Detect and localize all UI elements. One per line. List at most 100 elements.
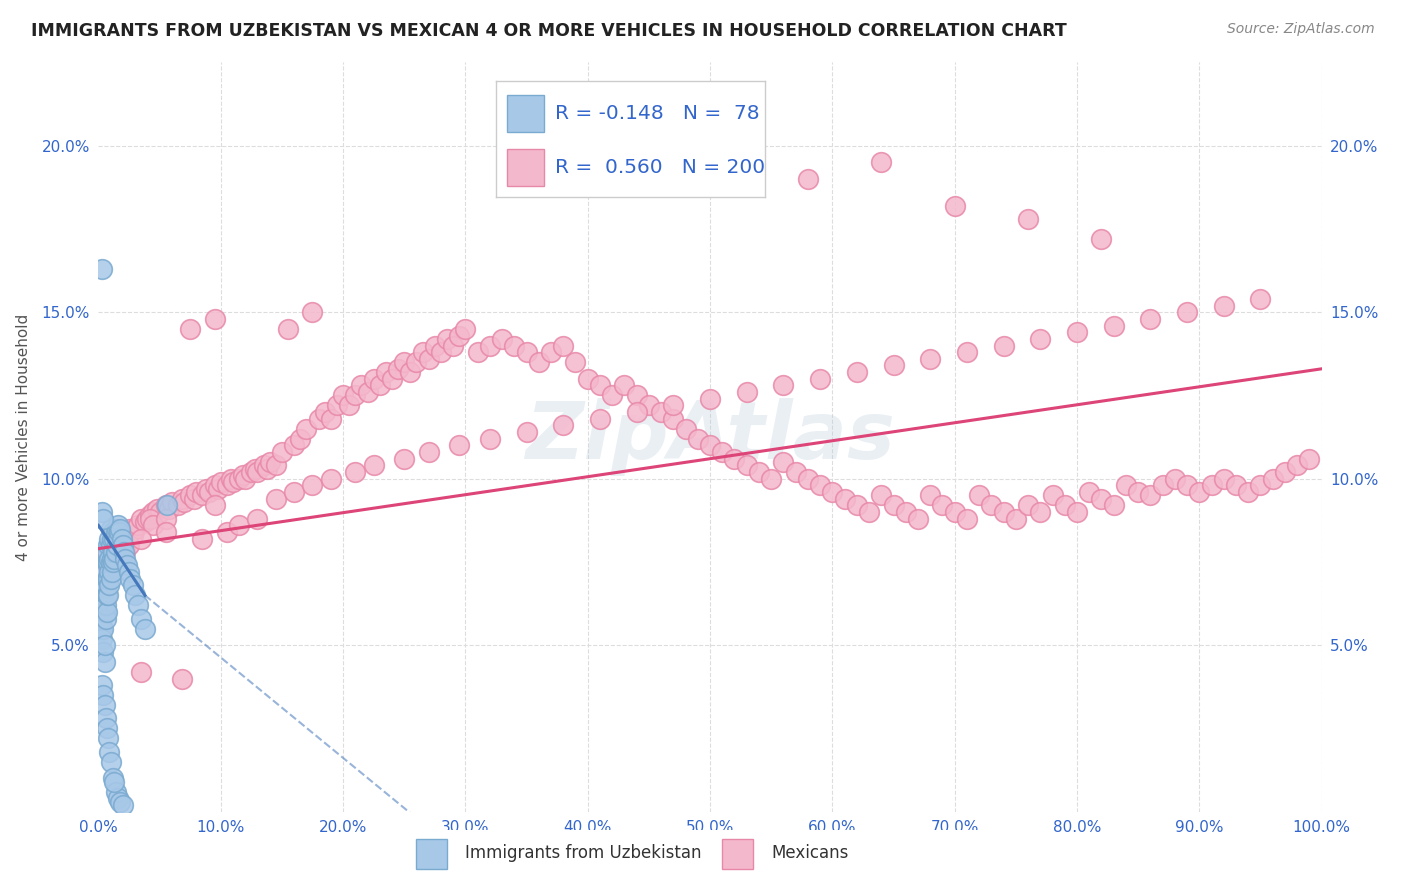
- Point: [252, 458, 274, 473]
- Point: [118, 565, 141, 579]
- Point: [240, 465, 263, 479]
- Point: [183, 491, 205, 506]
- Point: [515, 345, 537, 359]
- Point: [91, 611, 114, 625]
- Point: [91, 632, 114, 646]
- Point: [821, 485, 844, 500]
- Point: [1152, 478, 1174, 492]
- Point: [491, 332, 513, 346]
- Point: [103, 774, 125, 789]
- Point: [94, 578, 117, 592]
- Point: [93, 638, 115, 652]
- Point: [97, 545, 120, 559]
- Point: [129, 611, 152, 625]
- Point: [96, 722, 118, 736]
- Point: [387, 361, 409, 376]
- Point: [142, 518, 165, 533]
- Point: [1128, 485, 1150, 500]
- Point: [157, 501, 180, 516]
- Point: [111, 532, 134, 546]
- Point: [91, 599, 114, 613]
- Point: [114, 545, 136, 559]
- Point: [883, 499, 905, 513]
- Point: [101, 545, 124, 559]
- Point: [101, 524, 124, 539]
- Point: [191, 532, 214, 546]
- Point: [1139, 311, 1161, 326]
- Point: [96, 545, 118, 559]
- Point: [96, 605, 118, 619]
- Point: [363, 372, 385, 386]
- Point: [100, 538, 122, 552]
- Point: [675, 422, 697, 436]
- Point: [179, 488, 201, 502]
- Point: [118, 538, 141, 552]
- Point: [637, 399, 661, 413]
- Point: [118, 522, 141, 536]
- Point: [139, 508, 162, 523]
- Point: [920, 488, 942, 502]
- Point: [155, 524, 177, 539]
- Point: [134, 622, 156, 636]
- Point: [93, 655, 115, 669]
- Point: [785, 465, 807, 479]
- Point: [956, 511, 979, 525]
- Point: [139, 511, 162, 525]
- Point: [100, 538, 122, 552]
- Point: [449, 328, 471, 343]
- Point: [100, 572, 122, 586]
- Point: [870, 155, 893, 169]
- Point: [374, 365, 396, 379]
- Point: [1066, 325, 1088, 339]
- Point: [735, 458, 758, 473]
- Point: [91, 511, 114, 525]
- Point: [101, 532, 124, 546]
- Point: [662, 399, 685, 413]
- Point: [858, 505, 880, 519]
- Point: [613, 378, 636, 392]
- Point: [1175, 478, 1198, 492]
- Point: [467, 345, 489, 359]
- Point: [907, 511, 929, 525]
- Point: [124, 522, 146, 536]
- Point: [232, 468, 254, 483]
- Point: [233, 472, 256, 486]
- Point: [215, 478, 238, 492]
- Point: [1188, 485, 1211, 500]
- Point: [337, 399, 360, 413]
- Point: [91, 688, 114, 702]
- Point: [808, 478, 831, 492]
- Point: [110, 538, 132, 552]
- Point: [97, 731, 120, 746]
- Point: [270, 445, 294, 459]
- Point: [326, 399, 349, 413]
- Point: [772, 455, 794, 469]
- Point: [564, 355, 586, 369]
- Point: [100, 522, 122, 536]
- Point: [209, 475, 232, 489]
- Point: [392, 355, 416, 369]
- Point: [277, 322, 299, 336]
- Point: [381, 372, 404, 386]
- Point: [1029, 505, 1052, 519]
- Point: [1212, 472, 1234, 486]
- Point: [195, 482, 218, 496]
- Point: [441, 338, 464, 352]
- Point: [883, 359, 905, 373]
- Point: [332, 388, 354, 402]
- Point: [215, 524, 238, 539]
- Point: [418, 445, 440, 459]
- Point: [228, 518, 250, 533]
- Point: [129, 665, 152, 679]
- Point: [344, 465, 367, 479]
- Point: [204, 311, 226, 326]
- Point: [100, 555, 122, 569]
- Point: [761, 472, 783, 486]
- Point: [392, 451, 416, 466]
- Point: [91, 645, 114, 659]
- Point: [1029, 332, 1052, 346]
- Point: [931, 499, 953, 513]
- Point: [155, 511, 177, 525]
- Point: [110, 522, 132, 536]
- Point: [94, 599, 117, 613]
